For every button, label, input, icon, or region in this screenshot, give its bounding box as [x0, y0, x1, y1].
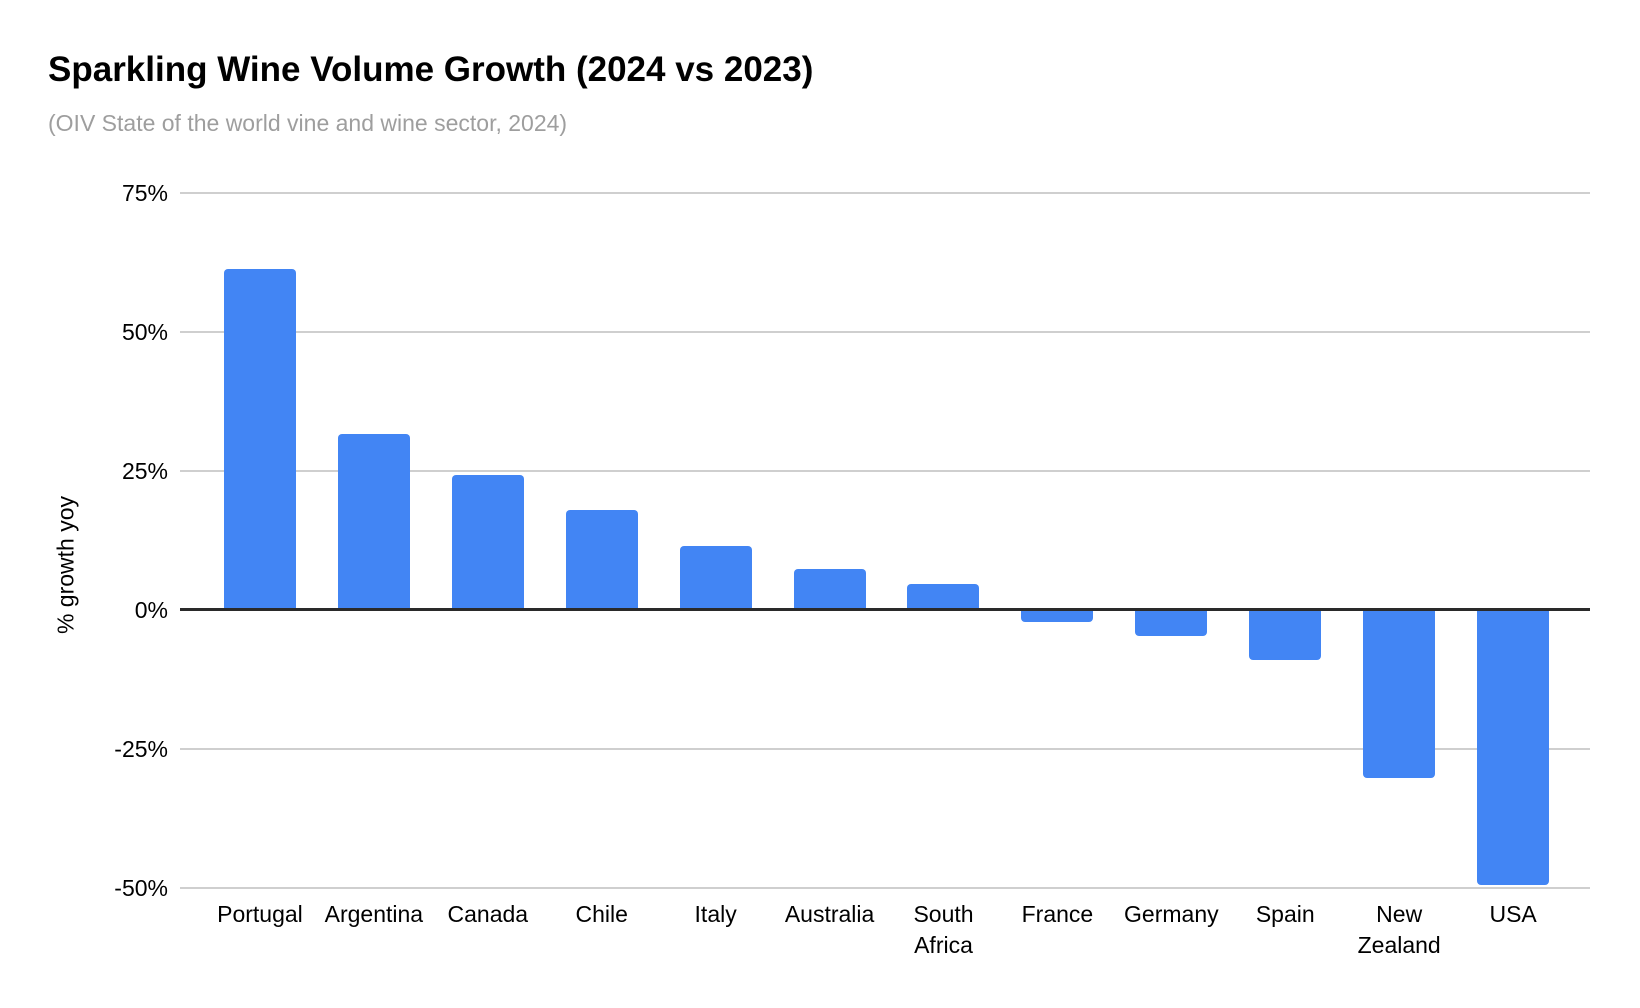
- gridline: [180, 192, 1590, 194]
- bar-canada: [451, 475, 524, 610]
- bar-band-australia: [773, 193, 887, 888]
- bar-band-usa: [1456, 193, 1570, 888]
- bar-band-argentina: [317, 193, 431, 888]
- y-tick-label: 25%: [121, 458, 168, 484]
- y-tick-label: -50%: [114, 875, 168, 901]
- x-category-label: Spain: [1255, 901, 1315, 927]
- chart-title: Sparkling Wine Volume Growth (2024 vs 20…: [48, 50, 814, 89]
- bar-band-south-africa: [887, 193, 1001, 888]
- gridline: [180, 470, 1590, 472]
- gridline: [180, 887, 1590, 889]
- bar-band-france: [1000, 193, 1114, 888]
- gridline: [180, 331, 1590, 333]
- plot-gridlines: [180, 0, 1590, 1008]
- x-category-label: Portugal: [217, 901, 303, 927]
- x-category-label: Canada: [447, 901, 529, 927]
- gridline: [180, 748, 1590, 750]
- y-tick-label: 75%: [121, 180, 168, 206]
- bar-germany: [1135, 610, 1208, 636]
- bar-series: [203, 193, 1570, 888]
- bar-band-canada: [431, 193, 545, 888]
- x-category-label: Argentina: [324, 901, 424, 927]
- bar-south-africa: [907, 584, 980, 610]
- bar-band-germany: [1114, 193, 1228, 888]
- bar-new-zealand: [1363, 610, 1436, 778]
- x-category-label: Chile: [575, 901, 628, 927]
- bar-portugal: [223, 269, 296, 610]
- bar-band-italy: [659, 193, 773, 888]
- bar-band-new-zealand: [1342, 193, 1456, 888]
- bar-band-spain: [1228, 193, 1342, 888]
- x-category-label: France: [1021, 901, 1094, 927]
- bar-argentina: [337, 434, 410, 610]
- y-tick-label: 50%: [121, 319, 168, 345]
- bar-spain: [1249, 610, 1322, 660]
- bar-italy: [679, 546, 752, 610]
- x-category-label: USA: [1489, 901, 1537, 927]
- bar-band-chile: [545, 193, 659, 888]
- bar-france: [1021, 610, 1094, 622]
- bar-chile: [565, 510, 638, 610]
- x-axis-category-labels: Portugal Argentina Canada Chile Italy Austral…: [203, 899, 1570, 961]
- x-category-label: Italy: [694, 901, 737, 927]
- x-category-label: New Zealand: [1357, 901, 1441, 958]
- x-axis-line: [180, 608, 1590, 611]
- x-category-label: Germany: [1124, 901, 1219, 927]
- x-category-label: Australia: [784, 901, 875, 927]
- y-tick-label: 0%: [134, 597, 168, 623]
- y-tick-label: -25%: [114, 736, 168, 762]
- bar-usa: [1477, 610, 1550, 885]
- bar-australia: [793, 569, 866, 610]
- chart-subtitle: (OIV State of the world vine and wine se…: [48, 110, 568, 136]
- bar-band-portugal: [203, 193, 317, 888]
- x-category-label: South Africa: [913, 901, 974, 958]
